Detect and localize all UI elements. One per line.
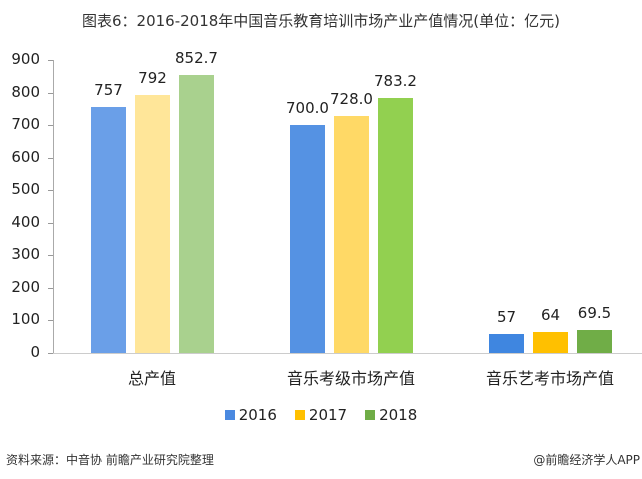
y-tick-label: 400	[11, 212, 40, 231]
y-tick-label: 700	[11, 115, 40, 134]
x-category-label: 总产值	[127, 369, 176, 388]
bar-2018	[378, 98, 413, 353]
bar-2016	[290, 125, 325, 353]
y-tick-mark	[48, 157, 53, 159]
y-tick-mark	[48, 60, 53, 61]
bar-2017	[334, 115, 369, 353]
bar-value-label: 64	[540, 306, 561, 325]
y-tick-label: 900	[11, 50, 40, 68]
y-tick-label: 500	[11, 180, 40, 199]
legend-item-2016: 2016	[224, 406, 277, 424]
y-tick-label: 300	[11, 245, 40, 264]
bar-2017	[533, 332, 568, 353]
bar-value-label: 792	[138, 69, 167, 88]
bar-value-label: 69.5	[577, 304, 612, 323]
y-tick-mark	[48, 320, 53, 322]
y-tick-mark	[48, 125, 53, 127]
bar-2017	[135, 95, 170, 353]
bar-2018	[179, 75, 214, 353]
y-tick-mark	[48, 222, 53, 224]
legend-label: 2017	[308, 406, 348, 424]
y-tick-mark	[48, 92, 53, 94]
y-tick-mark	[48, 287, 53, 289]
bar-value-label: 57	[496, 308, 517, 327]
legend-swatch-icon	[365, 410, 376, 420]
source-note: 资料来源：中音协 前瞻产业研究院整理	[6, 453, 214, 467]
y-tick-mark	[48, 190, 53, 192]
bar-value-label: 728.0	[330, 89, 373, 108]
bar-2016	[489, 334, 524, 353]
bar-2018	[577, 330, 612, 353]
y-tick-mark	[48, 353, 53, 354]
legend-swatch-icon	[224, 410, 235, 420]
x-category-label: 音乐考级市场产值	[286, 369, 415, 388]
x-category-label: 音乐艺考市场产值	[485, 369, 614, 388]
chart-plot-area: 0 100 200 300 400 500 600 700 800 900 757 792 852.7 总…	[11, 49, 642, 388]
chart-title: 图表6：2016-2018年中国音乐教育培训市场产业产值情况(单位：亿元)	[81, 12, 560, 30]
y-tick-label: 600	[11, 147, 40, 166]
legend-label: 2016	[238, 406, 277, 424]
y-tick-label: 200	[11, 277, 40, 296]
y-tick-label: 0	[30, 343, 40, 361]
bar-value-label: 783.2	[374, 72, 417, 91]
legend-item-2017: 2017	[294, 406, 348, 424]
credit-note: @前瞻经济学人APP	[533, 453, 640, 467]
legend-item-2018: 2018	[365, 406, 417, 424]
bar-2016	[91, 106, 126, 353]
legend-label: 2018	[379, 406, 418, 424]
legend-swatch-icon	[294, 410, 305, 420]
y-tick-label: 800	[11, 82, 40, 101]
x-axis	[53, 353, 642, 354]
chart-legend: 2016 2017 2018	[0, 406, 642, 424]
y-tick-mark	[48, 255, 53, 257]
y-tick-label: 100	[11, 310, 40, 329]
bar-value-label: 852.7	[175, 49, 218, 68]
y-axis	[53, 60, 54, 354]
bar-value-label: 757	[94, 80, 123, 99]
bar-value-label: 700.0	[286, 99, 329, 118]
